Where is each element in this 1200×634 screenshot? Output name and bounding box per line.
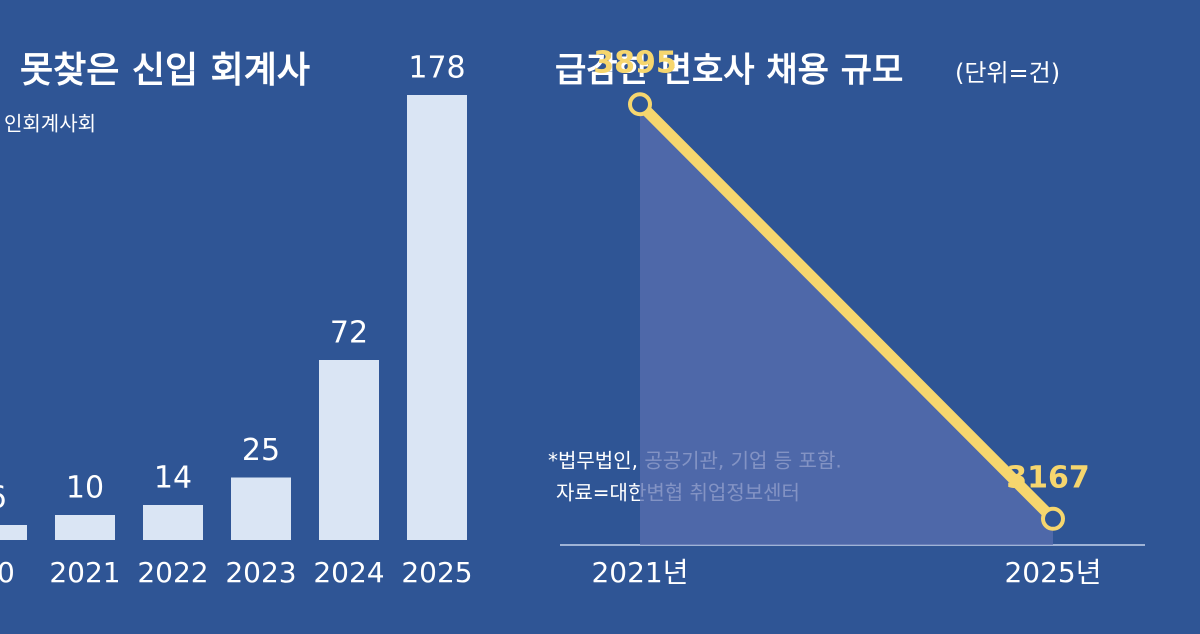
bar bbox=[55, 515, 115, 540]
value-label: 3167 bbox=[1006, 460, 1090, 495]
bar bbox=[319, 360, 379, 540]
value-label: 178 bbox=[408, 51, 465, 86]
point bbox=[628, 92, 652, 117]
line bbox=[634, 98, 1059, 525]
x-tick-label: 2023 bbox=[225, 556, 296, 589]
bar bbox=[407, 95, 467, 540]
value-label: 3895 bbox=[593, 46, 677, 81]
x-tick-label: 2025년 bbox=[1004, 556, 1101, 589]
bar bbox=[0, 525, 27, 540]
point bbox=[1041, 506, 1065, 531]
value-label: 10 bbox=[66, 471, 104, 506]
bar bbox=[143, 505, 203, 540]
x-tick-label: 2021 bbox=[49, 556, 120, 589]
value-label: 25 bbox=[242, 433, 280, 468]
x-tick-label: 20 bbox=[0, 556, 15, 589]
x-tick-label: 2021년 bbox=[591, 556, 688, 589]
value-label: 14 bbox=[154, 461, 192, 496]
chart-subtitle: 인회계사회 bbox=[4, 112, 96, 136]
value-label: 6 bbox=[0, 481, 7, 516]
chart-title: 급감한 변호사 채용 규모 bbox=[555, 51, 903, 91]
value-label: 72 bbox=[330, 316, 368, 351]
x-tick-label: 2024 bbox=[313, 556, 384, 589]
x-tick-label: 2025 bbox=[401, 556, 472, 589]
x-tick-label: 2022 bbox=[137, 556, 208, 589]
chart-title: 못찾은 신입 회계사 bbox=[20, 50, 310, 91]
unit-label: (단위=건) bbox=[955, 59, 1060, 87]
bar bbox=[231, 477, 291, 540]
